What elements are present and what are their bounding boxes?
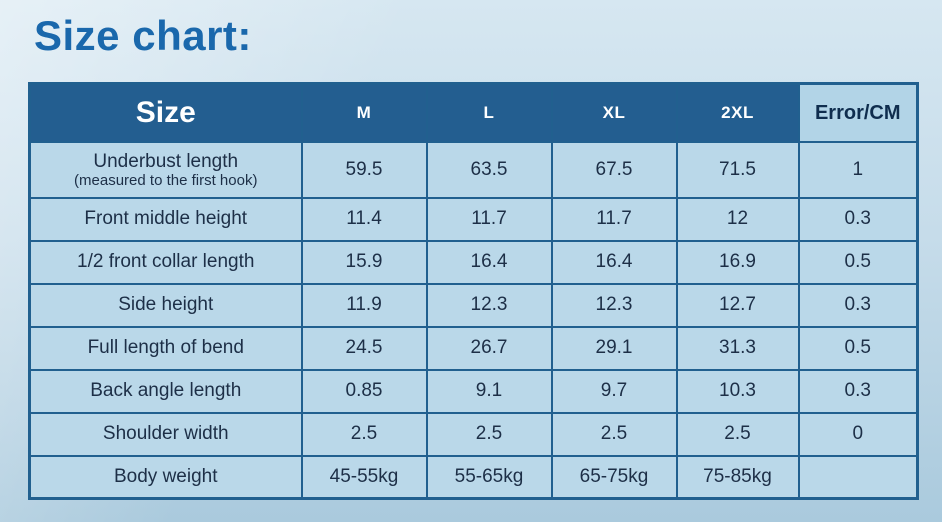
measurement-value: 31.3 [675,325,800,371]
measurement-value: 16.9 [675,239,800,285]
row-label: Underbust length (measured to the first … [28,140,303,199]
error-value: 0.3 [797,196,919,242]
header-row: Size M L XL 2XL Error/CM [28,82,919,143]
measurement-value: 15.9 [300,239,428,285]
measurement-value: 12.3 [425,282,553,328]
measurement-value: 67.5 [550,140,678,199]
measurement-value: 12.7 [675,282,800,328]
measurement-value: 2.5 [550,411,678,457]
size-chart-container: Size M L XL 2XL Error/CM Underbust lengt… [28,82,919,501]
measurement-value: 55-65kg [425,454,553,500]
table-row: Full length of bend 24.5 26.7 29.1 31.3 … [28,325,919,371]
error-value: 1 [797,140,919,199]
measurement-value: 11.4 [300,196,428,242]
row-label-subtext: (measured to the first hook) [74,171,258,189]
table-row: Underbust length (measured to the first … [28,140,919,199]
size-2xl-header: 2XL [675,82,800,143]
measurement-value: 9.7 [550,368,678,414]
row-label: 1/2 front collar length [28,239,303,285]
measurement-value: 2.5 [300,411,428,457]
size-chart-table: Size M L XL 2XL Error/CM Underbust lengt… [28,82,919,501]
row-label: Front middle height [28,196,303,242]
error-value: 0.3 [797,282,919,328]
measurement-value: 2.5 [675,411,800,457]
measurement-value: 71.5 [675,140,800,199]
measurement-value: 65-75kg [550,454,678,500]
measurement-value: 75-85kg [675,454,800,500]
measurement-value: 16.4 [550,239,678,285]
row-label: Back angle length [28,368,303,414]
measurement-value: 16.4 [425,239,553,285]
measurement-value: 59.5 [300,140,428,199]
measurement-value: 11.9 [300,282,428,328]
error-column-header: Error/CM [797,82,919,143]
measurement-value: 2.5 [425,411,553,457]
measurement-value: 24.5 [300,325,428,371]
row-label: Shoulder width [28,411,303,457]
error-value: 0.5 [797,325,919,371]
measurement-value: 12.3 [550,282,678,328]
table-row: Front middle height 11.4 11.7 11.7 12 0.… [28,196,919,242]
measurement-value: 29.1 [550,325,678,371]
error-value: 0.3 [797,368,919,414]
row-label: Side height [28,282,303,328]
measurement-value: 0.85 [300,368,428,414]
measurement-value: 11.7 [425,196,553,242]
error-value: 0.5 [797,239,919,285]
table-row: Side height 11.9 12.3 12.3 12.7 0.3 [28,282,919,328]
error-value: 0 [797,411,919,457]
size-l-header: L [425,82,553,143]
measurement-value: 9.1 [425,368,553,414]
size-m-header: M [300,82,428,143]
measurement-value: 63.5 [425,140,553,199]
measurement-value: 26.7 [425,325,553,371]
error-value [797,454,919,500]
size-column-header: Size [28,82,303,143]
table-row: Back angle length 0.85 9.1 9.7 10.3 0.3 [28,368,919,414]
size-xl-header: XL [550,82,678,143]
measurement-value: 10.3 [675,368,800,414]
table-row: Shoulder width 2.5 2.5 2.5 2.5 0 [28,411,919,457]
measurement-value: 11.7 [550,196,678,242]
page-title: Size chart: [34,12,252,59]
table-row: 1/2 front collar length 15.9 16.4 16.4 1… [28,239,919,285]
measurement-value: 12 [675,196,800,242]
row-label: Body weight [28,454,303,500]
row-label-text: Underbust length [93,150,239,172]
table-row: Body weight 45-55kg 55-65kg 65-75kg 75-8… [28,454,919,500]
row-label: Full length of bend [28,325,303,371]
measurement-value: 45-55kg [300,454,428,500]
